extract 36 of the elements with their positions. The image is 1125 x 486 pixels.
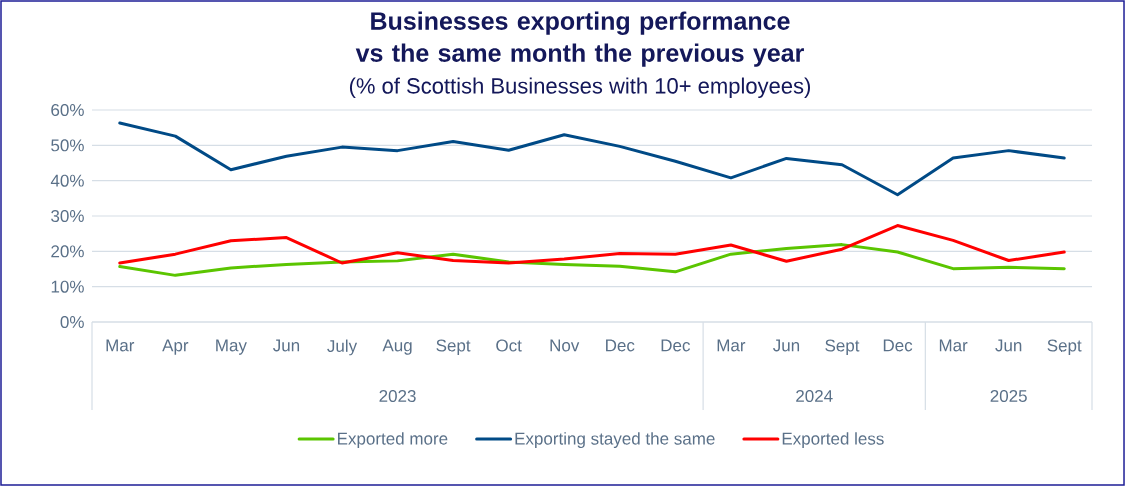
x-tick-label: Dec [883, 339, 913, 352]
text: 2025 [990, 389, 1027, 403]
chart-title: Businesses exporting performance vs the same month the previous year [355, 11, 804, 67]
x-tick-label: Sept [825, 339, 860, 355]
x-tick-label: Sept [436, 339, 471, 355]
x-tick-label: Dec [606, 339, 635, 352]
text: 2024 [796, 389, 833, 403]
x-tick-label: Jun [273, 339, 300, 352]
x-tick-label: Mar [106, 339, 135, 352]
x-tick-label: Aug [382, 339, 412, 355]
x-tick-label: Nov [550, 339, 580, 352]
x-tick-label: Jun [995, 339, 1022, 352]
legend-label: Exported more [338, 432, 448, 449]
x-tick-label: Mar [717, 339, 746, 352]
y-tick-label: 20% [51, 245, 84, 258]
x-tick-label: Dec [661, 339, 690, 352]
line-series [118, 121, 1066, 197]
legend-label: Exporting stayed the same [515, 432, 715, 449]
x-tick-label: Oct [496, 339, 522, 352]
x-tick-label: July [327, 339, 358, 356]
y-tick-label: 30% [51, 209, 84, 223]
x-tick-label: May [216, 339, 247, 355]
legend-label: Exported less [782, 432, 884, 449]
text: 2023 [379, 389, 416, 403]
x-tick-label: Jun [773, 339, 800, 352]
y-tick-label: 0% [60, 315, 84, 329]
x-tick-label: Mar [939, 339, 968, 352]
y-tick-label: 50% [51, 139, 84, 152]
y-tick-label: 40% [50, 174, 84, 187]
y-tick-label: 60% [51, 103, 84, 117]
x-tick-label: Apr [162, 339, 189, 355]
x-tick-label: Sept [1047, 339, 1082, 355]
y-tick-label: 10% [51, 280, 84, 293]
line-series [118, 224, 1066, 265]
chart-subtitle: (% of Scottish Businesses with 10+ employees) [349, 77, 810, 99]
line-series [118, 243, 1066, 277]
